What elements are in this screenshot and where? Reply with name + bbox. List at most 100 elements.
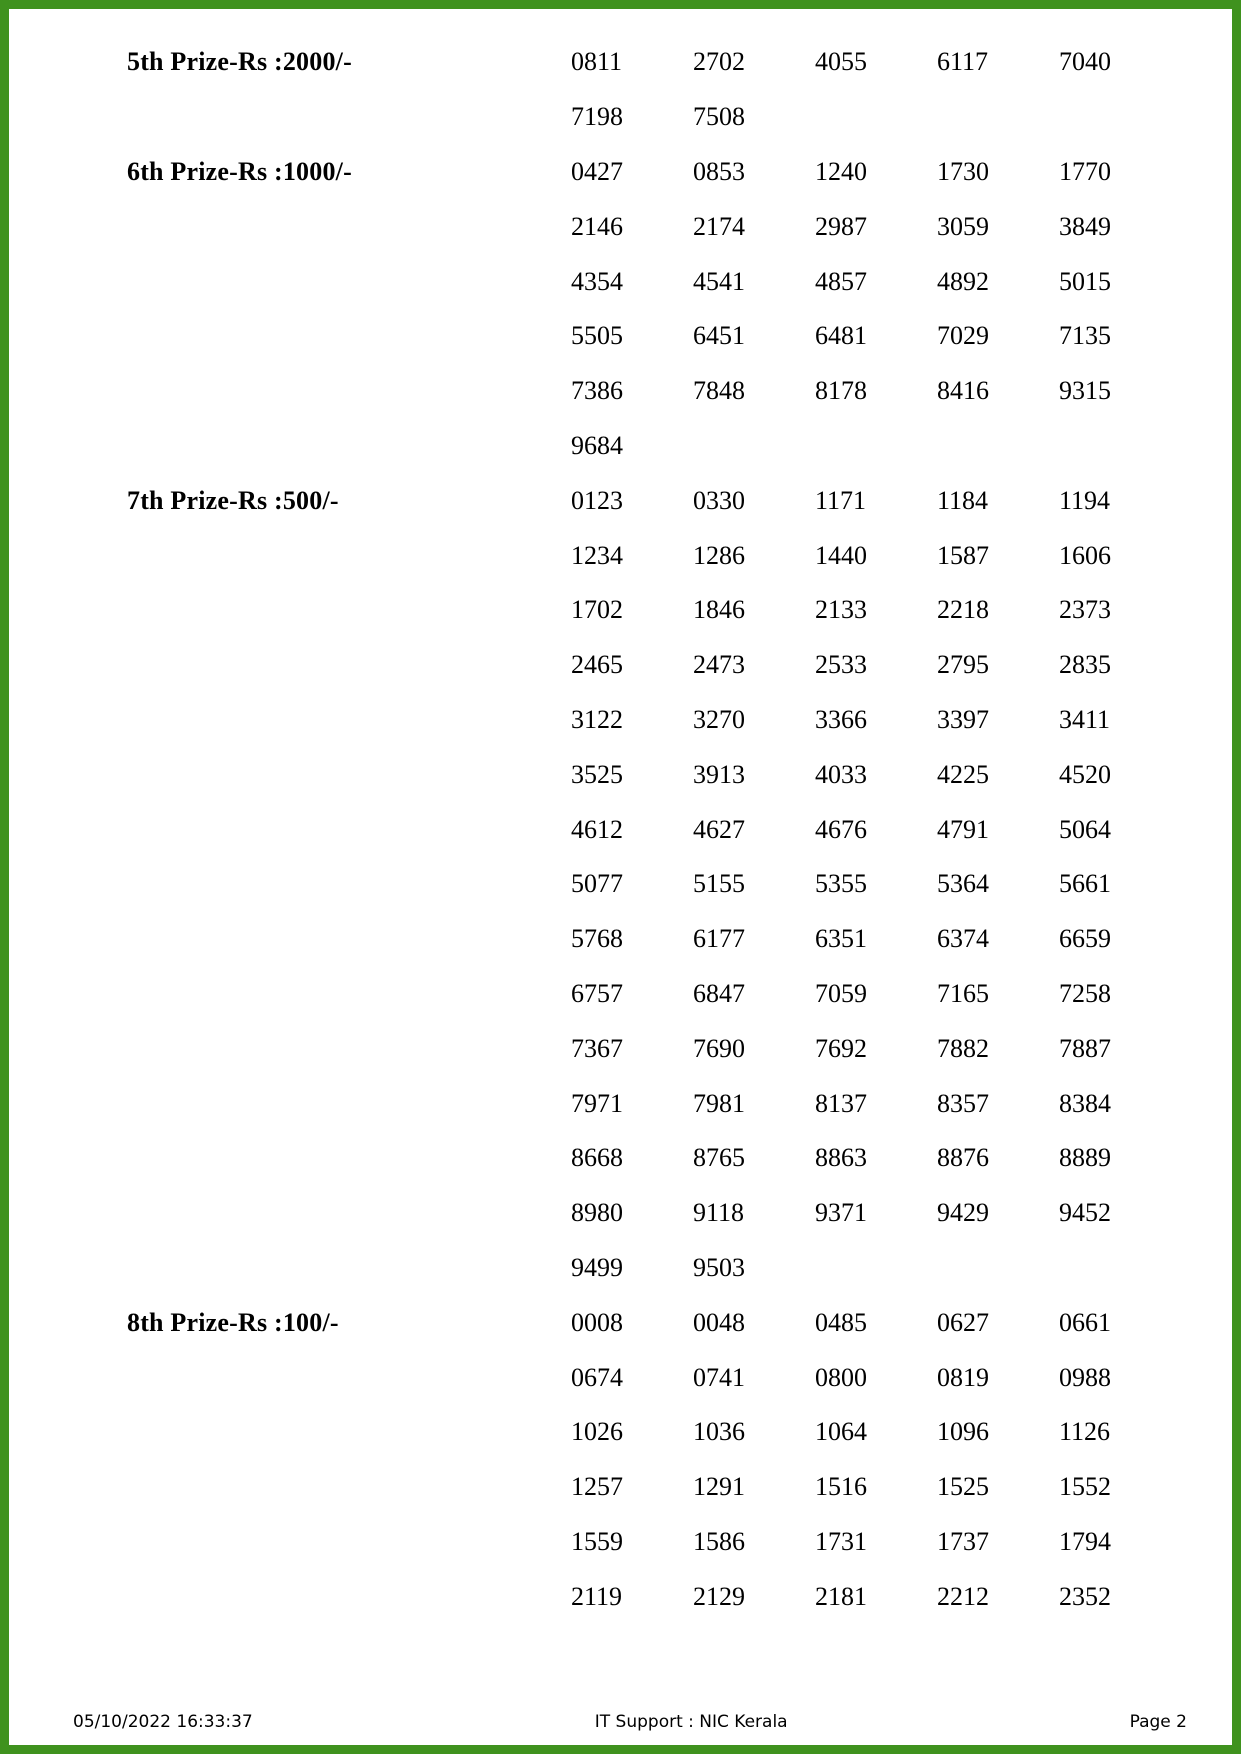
winning-number: 8863	[815, 1143, 867, 1173]
winning-number: 6117	[937, 47, 989, 77]
winning-number: 1126	[1059, 1417, 1111, 1447]
winning-number: 0123	[571, 485, 623, 515]
winning-number: 1064	[815, 1417, 867, 1447]
winning-number: 6481	[815, 321, 867, 351]
winning-number: 1440	[815, 540, 867, 570]
winning-number: 6177	[693, 924, 745, 954]
result-row: 3525 3913 4033 4225 4520	[9, 747, 1232, 802]
result-row: 1026 1036 1064 1096 1126	[9, 1405, 1232, 1460]
results-grid: 5th Prize-Rs :2000/- 0811 2702 4055 6117 7040…	[9, 35, 1232, 1624]
result-row: 4354 4541 4857 4892 5015	[9, 254, 1232, 309]
winning-number: 6351	[815, 924, 867, 954]
winning-number: 4676	[815, 814, 867, 844]
winning-number: 7165	[937, 978, 989, 1008]
winning-number: 2465	[571, 650, 623, 680]
result-row: 8th Prize-Rs :100/- 0008 0048 0485 0627 0661	[9, 1295, 1232, 1350]
result-row: 7367 7690 7692 7882 7887	[9, 1021, 1232, 1076]
winning-number: 5155	[693, 869, 745, 899]
footer-page-number: Page 2	[1129, 1712, 1187, 1732]
footer-timestamp: 05/10/2022 16:33:37	[73, 1712, 253, 1732]
winning-number: 2702	[693, 47, 745, 77]
winning-number: 6374	[937, 924, 989, 954]
winning-number: 1737	[937, 1526, 989, 1556]
winning-number: 9503	[693, 1252, 745, 1282]
winning-number: 1794	[1059, 1526, 1111, 1556]
prize-section-label: 7th Prize-Rs :500/-	[127, 485, 339, 515]
winning-number: 7367	[571, 1033, 623, 1063]
prize-section-label: 5th Prize-Rs :2000/-	[127, 47, 352, 77]
winning-number: 1846	[693, 595, 745, 625]
result-row: 9499 9503	[9, 1241, 1232, 1296]
winning-number: 9371	[815, 1198, 867, 1228]
winning-number: 9315	[1059, 376, 1111, 406]
winning-number: 1731	[815, 1526, 867, 1556]
winning-number: 1552	[1059, 1472, 1111, 1502]
winning-number: 1096	[937, 1417, 989, 1447]
winning-number: 8765	[693, 1143, 745, 1173]
result-row: 5077 5155 5355 5364 5661	[9, 857, 1232, 912]
winning-number: 1586	[693, 1526, 745, 1556]
winning-number: 4791	[937, 814, 989, 844]
winning-number: 1730	[937, 156, 989, 186]
winning-number: 1234	[571, 540, 623, 570]
winning-number: 1770	[1059, 156, 1111, 186]
winning-number: 7508	[693, 102, 745, 132]
result-row: 7971 7981 8137 8357 8384	[9, 1076, 1232, 1131]
result-row: 2465 2473 2533 2795 2835	[9, 638, 1232, 693]
winning-number: 3366	[815, 704, 867, 734]
winning-number: 7258	[1059, 978, 1111, 1008]
winning-number: 4520	[1059, 759, 1111, 789]
winning-number: 1559	[571, 1526, 623, 1556]
winning-number: 1606	[1059, 540, 1111, 570]
winning-number: 4892	[937, 266, 989, 296]
winning-number: 0800	[815, 1362, 867, 1392]
winning-number: 2533	[815, 650, 867, 680]
winning-number: 1171	[815, 485, 867, 515]
result-row: 8980 9118 9371 9429 9452	[9, 1186, 1232, 1241]
winning-number: 7040	[1059, 47, 1111, 77]
winning-number: 7386	[571, 376, 623, 406]
winning-number: 3411	[1059, 704, 1111, 734]
winning-number: 3525	[571, 759, 623, 789]
winning-number: 1702	[571, 595, 623, 625]
winning-number: 1036	[693, 1417, 745, 1447]
winning-number: 8416	[937, 376, 989, 406]
winning-number: 5015	[1059, 266, 1111, 296]
winning-number: 1516	[815, 1472, 867, 1502]
winning-number: 7848	[693, 376, 745, 406]
result-row: 0674 0741 0800 0819 0988	[9, 1350, 1232, 1405]
winning-number: 2473	[693, 650, 745, 680]
winning-number: 5505	[571, 321, 623, 351]
winning-number: 6847	[693, 978, 745, 1008]
winning-number: 2795	[937, 650, 989, 680]
prize-section-label: 6th Prize-Rs :1000/-	[127, 156, 352, 186]
winning-number: 7882	[937, 1033, 989, 1063]
winning-number: 7692	[815, 1033, 867, 1063]
winning-number: 2181	[815, 1581, 867, 1611]
winning-number: 0008	[571, 1307, 623, 1337]
winning-number: 0427	[571, 156, 623, 186]
winning-number: 1026	[571, 1417, 623, 1447]
winning-number: 1184	[937, 485, 989, 515]
result-row: 7th Prize-Rs :500/- 0123 0330 1171 1184 1194	[9, 473, 1232, 528]
winning-number: 5355	[815, 869, 867, 899]
winning-number: 1291	[693, 1472, 745, 1502]
winning-number: 3397	[937, 704, 989, 734]
winning-number: 0853	[693, 156, 745, 186]
winning-number: 2987	[815, 211, 867, 241]
winning-number: 0819	[937, 1362, 989, 1392]
winning-number: 3270	[693, 704, 745, 734]
winning-number: 3122	[571, 704, 623, 734]
result-row: 6757 6847 7059 7165 7258	[9, 967, 1232, 1022]
winning-number: 7135	[1059, 321, 1111, 351]
result-row: 9684	[9, 419, 1232, 474]
winning-number: 4354	[571, 266, 623, 296]
winning-number: 9118	[693, 1198, 745, 1228]
winning-number: 5364	[937, 869, 989, 899]
winning-number: 2119	[571, 1581, 623, 1611]
winning-number: 7690	[693, 1033, 745, 1063]
winning-number: 5077	[571, 869, 623, 899]
winning-number: 2352	[1059, 1581, 1111, 1611]
result-row: 5768 6177 6351 6374 6659	[9, 912, 1232, 967]
winning-number: 4055	[815, 47, 867, 77]
